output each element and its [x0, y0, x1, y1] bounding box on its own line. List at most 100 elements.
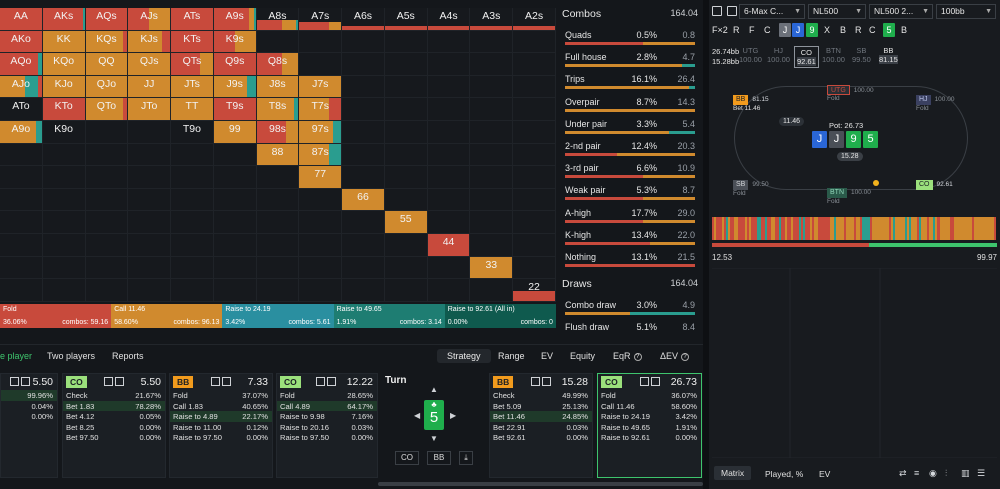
grid-icon[interactable] — [115, 377, 124, 386]
matrix-cell[interactable] — [42, 188, 86, 212]
chevron-left-icon[interactable]: ◀ — [414, 411, 421, 420]
seat-hj[interactable]: HJ 100.00 Fold — [916, 95, 954, 112]
sequence-card[interactable]: 5 — [883, 23, 895, 37]
matrix-cell[interactable] — [384, 30, 428, 54]
matrix-cell[interactable] — [427, 188, 471, 212]
matrix-cell[interactable] — [427, 256, 471, 280]
combo-row[interactable]: Flush draw 5.1% 8.4 — [562, 320, 698, 333]
matrix-cell[interactable] — [299, 256, 343, 280]
matrix-cell[interactable]: A3s — [470, 8, 514, 31]
action-card[interactable]: BB 15.28 Check 49.99% Bet 5.09 25.13% Bet 11.4… — [489, 373, 593, 478]
matrix-cell[interactable]: AKs — [42, 8, 86, 31]
matrix-cell[interactable] — [128, 256, 172, 280]
panel-divider[interactable] — [703, 0, 709, 489]
play-icon[interactable] — [531, 377, 540, 386]
action-card[interactable]: CO 26.73 Fold 36.07% Call 11.46 58.60% Raise t… — [597, 373, 702, 478]
solution-select[interactable]: NL500 2... ▼ — [869, 4, 933, 19]
matrix-cell[interactable] — [513, 120, 556, 144]
matrix-cell[interactable]: A8s — [256, 8, 300, 31]
matrix-cell[interactable]: AQo — [0, 53, 43, 76]
play-icon[interactable] — [640, 377, 649, 386]
sequence-card[interactable]: 9 — [806, 23, 818, 37]
matrix-cell[interactable] — [0, 233, 43, 257]
play-icon[interactable] — [10, 377, 19, 386]
list-icon[interactable]: ≡ — [914, 468, 920, 478]
matrix-cell[interactable]: 88 — [256, 143, 300, 167]
matrix-cell[interactable]: ATs — [171, 8, 214, 31]
seat-btn[interactable]: BTN 100.00 Fold — [827, 188, 871, 205]
action-option[interactable]: Bet 11.46 24.85% — [490, 411, 592, 422]
matrix-cell[interactable] — [256, 211, 300, 234]
tab-range[interactable]: Range — [498, 351, 525, 361]
combo-row[interactable]: 3-rd pair 6.6% 10.9 — [562, 161, 698, 183]
tab-ev[interactable]: EV — [541, 351, 554, 361]
matrix-cell[interactable]: AA — [0, 8, 43, 31]
matrix-cell[interactable]: 44 — [427, 233, 471, 257]
matrix-cell[interactable] — [42, 211, 86, 234]
matrix-cell[interactable]: 97s — [299, 120, 343, 144]
matrix-cell[interactable] — [470, 75, 514, 99]
matrix-cell[interactable]: QJs — [128, 53, 172, 76]
combo-row[interactable]: Combo draw 3.0% 4.9 — [562, 298, 698, 320]
strategy-segment[interactable]: Raise to 92.61 (All in) 0.00% combos: 0 — [444, 304, 556, 328]
action-option[interactable]: Bet 8.25 0.00% — [63, 422, 165, 433]
combo-row[interactable]: A-high 17.7% 29.0 — [562, 206, 698, 228]
matrix-cell[interactable]: AJs — [128, 8, 172, 31]
matrix-cell[interactable] — [384, 188, 428, 212]
matrix-cell[interactable]: A5s — [384, 8, 428, 31]
matrix-cell[interactable] — [299, 30, 343, 54]
action-option[interactable]: Raise to 24.19 3.42% — [598, 411, 701, 422]
matrix-cell[interactable] — [213, 188, 257, 212]
action-option[interactable]: Bet 4.12 0.05% — [63, 411, 165, 422]
matrix-cell[interactable] — [171, 188, 214, 212]
matrix-cell[interactable]: A9o — [0, 120, 43, 144]
matrix-cell[interactable] — [513, 233, 556, 257]
matrix-cell[interactable] — [256, 166, 300, 189]
sequence-action[interactable]: F — [749, 25, 755, 35]
matrix-cell[interactable] — [0, 279, 43, 302]
combo-row[interactable]: Trips 16.1% 26.4 — [562, 72, 698, 94]
matrix-cell[interactable] — [299, 53, 343, 76]
matrix-cell[interactable] — [384, 75, 428, 99]
matrix-cell[interactable] — [256, 188, 300, 212]
matrix-cell[interactable]: JTs — [171, 75, 214, 99]
action-card[interactable]: CO 12.22 Fold 28.65% Call 4.89 64.17% Raise to… — [276, 373, 378, 478]
action-option[interactable]: Raise to 97.50 0.00% — [277, 432, 377, 443]
matrix-cell[interactable] — [85, 188, 129, 212]
matrix-cell[interactable] — [384, 256, 428, 280]
matrix-cell[interactable]: 55 — [384, 211, 428, 234]
matrix-cell[interactable] — [42, 233, 86, 257]
matrix-cell[interactable]: KTs — [171, 30, 214, 54]
matrix-cell[interactable] — [470, 30, 514, 54]
matrix-cell[interactable] — [470, 53, 514, 76]
matrix-cell[interactable] — [213, 143, 257, 167]
strategy-segment[interactable]: Fold 36.06% combos: 59.16 — [0, 304, 112, 328]
matrix-cell[interactable] — [513, 166, 556, 189]
matrix-cell[interactable] — [342, 211, 385, 234]
action-option[interactable]: 0.04% — [1, 401, 57, 412]
matrix-cell[interactable] — [384, 143, 428, 167]
matrix-cell[interactable] — [513, 53, 556, 76]
arrows-icon[interactable]: ⇄ — [899, 468, 907, 478]
action-card[interactable]: 5.50 99.96% 0.04% 0.00% — [0, 373, 58, 478]
action-option[interactable]: Bet 97.50 0.00% — [63, 432, 165, 443]
tab-two-players[interactable]: Two players — [47, 351, 96, 361]
sequence-action[interactable]: X — [824, 25, 831, 35]
seat-co[interactable]: CO 92.61 — [916, 180, 953, 190]
matrix-cell[interactable] — [128, 120, 172, 144]
matrix-cell[interactable]: 66 — [342, 188, 385, 212]
combo-row[interactable]: Overpair 8.7% 14.3 — [562, 95, 698, 117]
matrix-cell[interactable] — [171, 166, 214, 189]
sequence-action[interactable]: C — [869, 25, 876, 35]
action-option[interactable]: 99.96% — [1, 390, 57, 401]
matrix-cell[interactable] — [470, 143, 514, 167]
matrix-cell[interactable]: A4s — [427, 8, 471, 31]
tab-ev-bottom[interactable]: EV — [819, 469, 831, 479]
grid-icon[interactable] — [222, 377, 231, 386]
matrix-cell[interactable]: T9s — [213, 98, 257, 121]
matrix-cell[interactable] — [213, 256, 257, 280]
matrix-cell[interactable] — [85, 166, 129, 189]
board-card[interactable]: J — [812, 131, 827, 148]
grid-icon[interactable] — [542, 377, 551, 386]
book-icon[interactable] — [727, 6, 737, 16]
